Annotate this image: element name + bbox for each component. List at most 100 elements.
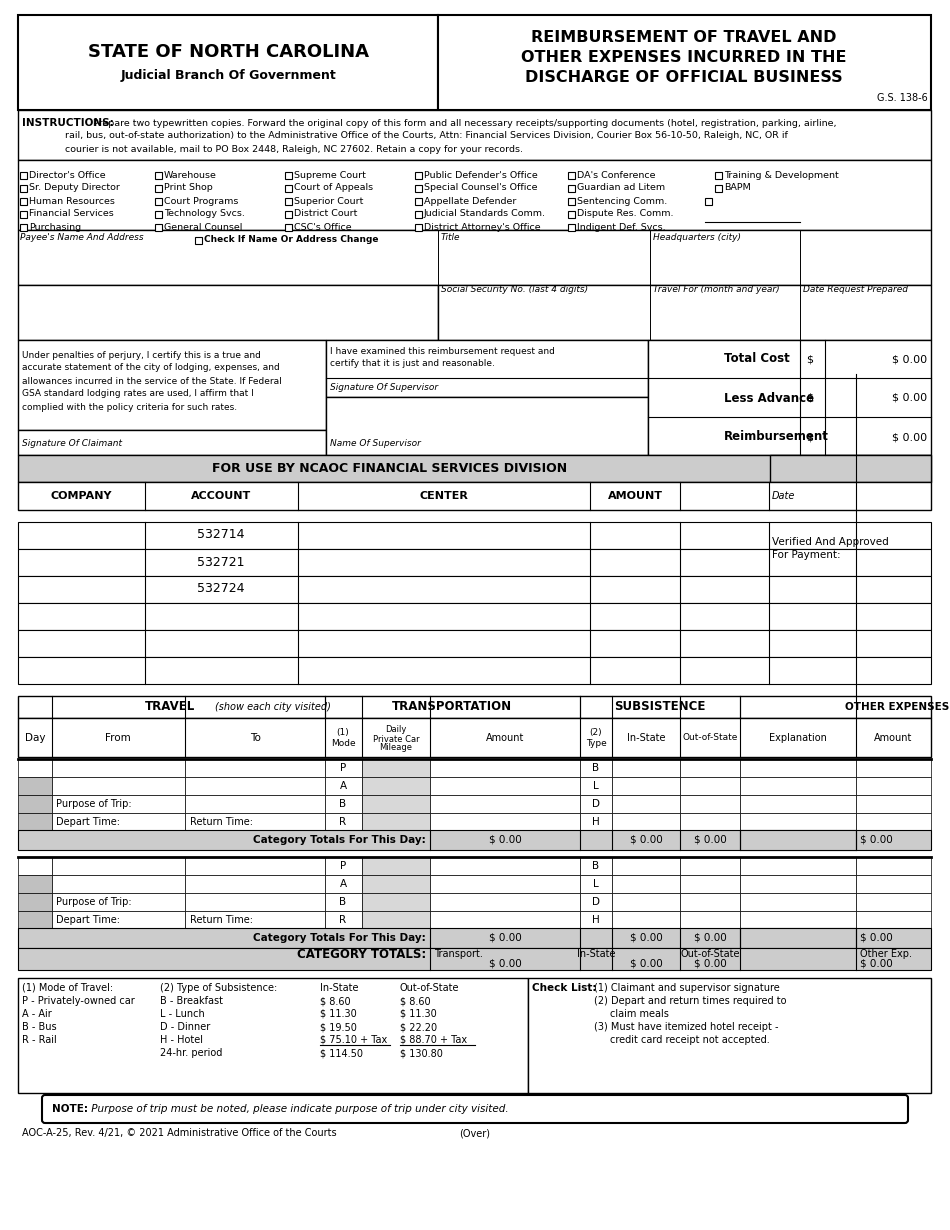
Text: $ 0.00: $ 0.00 — [488, 934, 522, 943]
Text: $ 0.00: $ 0.00 — [892, 394, 927, 403]
Text: Check List:: Check List: — [532, 983, 597, 993]
Text: Total Cost: Total Cost — [724, 353, 789, 365]
Bar — [430, 759, 580, 777]
Text: CSC's Office: CSC's Office — [294, 223, 352, 231]
Text: $: $ — [806, 394, 813, 403]
Bar — [155, 184, 162, 192]
Bar — [362, 857, 430, 875]
Text: $ 88.70 + Tax: $ 88.70 + Tax — [400, 1034, 467, 1046]
Text: Category Totals For This Day:: Category Totals For This Day: — [254, 835, 426, 845]
Text: Depart Time:: Depart Time: — [56, 817, 120, 827]
Bar — [680, 875, 740, 893]
Text: Mileage: Mileage — [379, 743, 412, 753]
Text: Title: Title — [441, 234, 461, 242]
Text: Date Request Prepared: Date Request Prepared — [803, 285, 908, 294]
Bar — [325, 875, 362, 893]
Bar — [18, 576, 931, 603]
Text: certify that it is just and reasonable.: certify that it is just and reasonable. — [330, 359, 495, 369]
Text: Purpose of Trip:: Purpose of Trip: — [56, 800, 132, 809]
Text: D - Dinner: D - Dinner — [160, 1022, 210, 1032]
Bar — [612, 857, 680, 875]
Text: Social Security No. (last 4 digits): Social Security No. (last 4 digits) — [441, 285, 588, 294]
Text: courier is not available, mail to PO Box 2448, Raleigh, NC 27602. Retain a copy : courier is not available, mail to PO Box… — [65, 144, 523, 154]
Text: Depart Time:: Depart Time: — [56, 915, 120, 925]
Text: B: B — [593, 763, 599, 772]
Bar — [856, 911, 931, 929]
Bar — [326, 397, 648, 455]
Text: $ 114.50: $ 114.50 — [320, 1048, 363, 1058]
Bar — [18, 339, 326, 430]
Bar — [580, 875, 612, 893]
Bar — [155, 210, 162, 218]
Bar — [430, 875, 580, 893]
Bar — [325, 777, 362, 795]
Text: allowances incurred in the service of the State. If Federal: allowances incurred in the service of th… — [22, 376, 282, 385]
Bar — [438, 285, 931, 339]
Bar — [18, 813, 52, 831]
Bar — [18, 160, 931, 230]
Text: District Attorney's Office: District Attorney's Office — [424, 223, 541, 231]
Bar — [612, 813, 680, 831]
Text: G.S. 138-6: G.S. 138-6 — [877, 93, 928, 103]
Text: $ 130.80: $ 130.80 — [400, 1048, 443, 1058]
Bar — [415, 210, 422, 218]
Text: (1): (1) — [336, 727, 350, 737]
Text: $ 19.50: $ 19.50 — [320, 1022, 357, 1032]
Text: (show each city visited): (show each city visited) — [215, 702, 331, 712]
Text: A - Air: A - Air — [22, 1009, 51, 1018]
Text: $: $ — [806, 432, 813, 442]
Bar — [325, 857, 362, 875]
Bar — [680, 857, 740, 875]
Bar — [20, 184, 27, 192]
Bar — [568, 198, 575, 204]
Text: (3) Must have itemized hotel receipt -: (3) Must have itemized hotel receipt - — [594, 1022, 778, 1032]
Bar — [430, 813, 580, 831]
Bar — [18, 630, 931, 657]
Bar — [155, 171, 162, 178]
Text: H: H — [592, 915, 599, 925]
Bar — [580, 777, 612, 795]
Bar — [856, 759, 931, 777]
Text: Director's Office: Director's Office — [29, 171, 105, 180]
Text: In-State: In-State — [627, 733, 665, 743]
Text: Financial Services: Financial Services — [29, 209, 114, 219]
Text: COMPANY: COMPANY — [50, 491, 112, 501]
Bar — [740, 777, 856, 795]
Bar — [740, 875, 856, 893]
Bar — [856, 875, 931, 893]
Bar — [740, 927, 856, 948]
Bar — [20, 224, 27, 230]
Text: TRANSPORTATION: TRANSPORTATION — [392, 701, 512, 713]
Text: $ 0.00: $ 0.00 — [694, 835, 727, 845]
Text: Training & Development: Training & Development — [724, 171, 839, 180]
Bar — [568, 184, 575, 192]
Text: Signature Of Claimant: Signature Of Claimant — [22, 439, 122, 448]
Bar — [612, 875, 680, 893]
Bar — [362, 777, 430, 795]
Text: P - Privately-owned car: P - Privately-owned car — [22, 996, 135, 1006]
Bar — [415, 198, 422, 204]
Bar — [18, 718, 931, 756]
Text: Out-of-State: Out-of-State — [680, 950, 740, 959]
Bar — [362, 795, 430, 813]
Text: (Over): (Over) — [460, 1128, 490, 1138]
Text: Type: Type — [585, 738, 606, 748]
Bar — [18, 482, 931, 510]
Bar — [568, 224, 575, 230]
Bar — [18, 455, 931, 482]
Text: Purpose of trip must be noted, please indicate purpose of trip under city visite: Purpose of trip must be noted, please in… — [88, 1105, 508, 1114]
Text: Warehouse: Warehouse — [164, 171, 217, 180]
Text: A: A — [339, 879, 347, 889]
Bar — [680, 795, 740, 813]
Text: $ 0.00: $ 0.00 — [630, 959, 662, 969]
Text: $ 0.00: $ 0.00 — [694, 934, 727, 943]
Text: For Payment:: For Payment: — [772, 550, 841, 560]
Bar — [612, 893, 680, 911]
Bar — [856, 795, 931, 813]
Bar — [285, 210, 292, 218]
Bar — [20, 210, 27, 218]
Text: To: To — [250, 733, 260, 743]
Bar — [52, 795, 185, 813]
Bar — [580, 893, 612, 911]
Bar — [52, 777, 185, 795]
